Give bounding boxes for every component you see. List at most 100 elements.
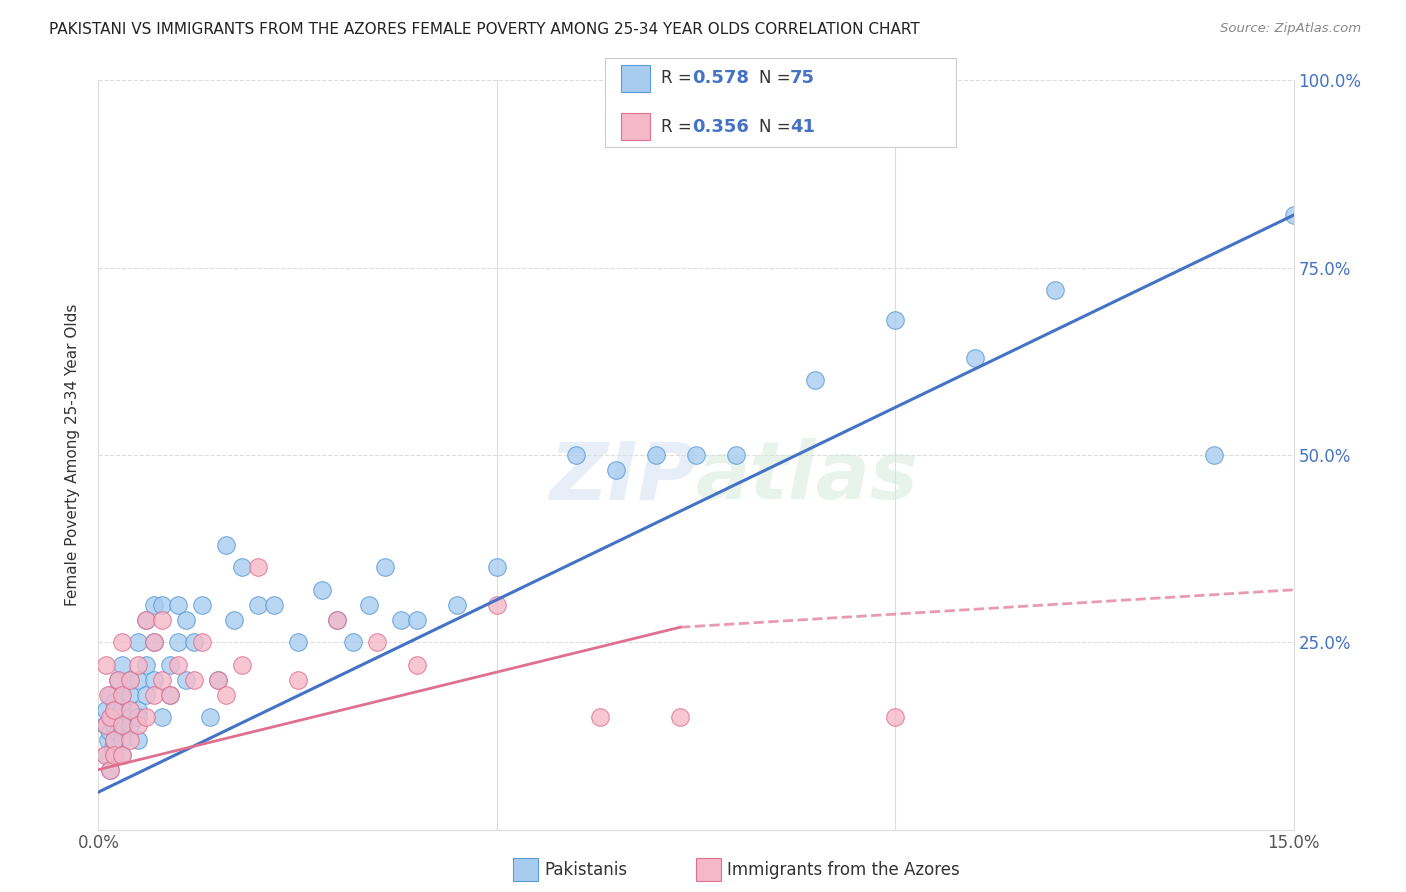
Point xyxy=(183,635,205,649)
Point xyxy=(111,703,134,717)
Point xyxy=(97,688,120,702)
Text: 75: 75 xyxy=(790,70,815,87)
Point xyxy=(167,657,190,672)
Point xyxy=(150,613,173,627)
Point xyxy=(103,747,125,762)
Point xyxy=(127,717,149,731)
Text: N =: N = xyxy=(759,118,796,136)
Point xyxy=(111,688,134,702)
Y-axis label: Female Poverty Among 25-34 Year Olds: Female Poverty Among 25-34 Year Olds xyxy=(65,304,80,606)
Point xyxy=(143,635,166,649)
Point xyxy=(884,313,907,327)
Point xyxy=(246,560,269,574)
Point xyxy=(127,703,149,717)
Point xyxy=(191,635,214,649)
Point xyxy=(98,725,122,739)
Point xyxy=(669,710,692,724)
Point xyxy=(605,463,627,477)
Point xyxy=(103,732,125,747)
Point xyxy=(143,598,166,612)
Point xyxy=(98,763,122,777)
Point xyxy=(150,673,173,687)
Point xyxy=(159,688,181,702)
Point xyxy=(104,703,127,717)
Point xyxy=(326,613,349,627)
Point xyxy=(120,673,142,687)
Point xyxy=(111,747,134,762)
Point xyxy=(231,560,253,574)
Point xyxy=(174,673,197,687)
Point xyxy=(150,598,173,612)
Text: ZIP: ZIP xyxy=(548,438,696,516)
Point xyxy=(96,747,118,762)
Point xyxy=(446,598,468,612)
Point xyxy=(645,448,668,462)
Point xyxy=(143,688,166,702)
Point xyxy=(96,657,118,672)
Point xyxy=(167,598,190,612)
Point xyxy=(406,613,429,627)
Point xyxy=(107,673,129,687)
Text: atlas: atlas xyxy=(696,438,918,516)
Point xyxy=(101,740,124,755)
Point xyxy=(98,688,121,702)
Point xyxy=(111,688,134,702)
Point xyxy=(150,710,173,724)
Point xyxy=(120,732,142,747)
Point xyxy=(127,710,149,724)
Point xyxy=(1202,448,1225,462)
Text: 0.578: 0.578 xyxy=(692,70,749,87)
Point xyxy=(103,747,125,762)
Point xyxy=(389,613,412,627)
Point xyxy=(97,732,120,747)
Point xyxy=(215,688,238,702)
Point xyxy=(135,657,157,672)
Point xyxy=(326,613,349,627)
Point xyxy=(1043,283,1066,297)
Point xyxy=(120,703,142,717)
Point xyxy=(120,717,142,731)
Text: N =: N = xyxy=(759,70,796,87)
Point xyxy=(198,710,221,724)
Text: 0.356: 0.356 xyxy=(692,118,748,136)
Point xyxy=(143,673,166,687)
Point xyxy=(685,448,707,462)
Point xyxy=(207,673,229,687)
Point xyxy=(359,598,381,612)
Point xyxy=(963,351,986,365)
Text: R =: R = xyxy=(661,70,697,87)
Point xyxy=(135,613,157,627)
Point xyxy=(565,448,588,462)
Point xyxy=(374,560,396,574)
Point xyxy=(167,635,190,649)
Point xyxy=(111,747,134,762)
Point xyxy=(111,717,134,731)
Point xyxy=(111,732,134,747)
Point xyxy=(143,635,166,649)
Point xyxy=(127,673,149,687)
Point xyxy=(98,763,122,777)
Point xyxy=(103,695,125,709)
Point xyxy=(94,747,117,762)
Point xyxy=(107,673,129,687)
Point xyxy=(342,635,364,649)
Point xyxy=(1282,208,1305,222)
Point xyxy=(94,717,117,731)
Point xyxy=(884,710,907,724)
Point xyxy=(804,373,827,387)
Point xyxy=(135,613,157,627)
Text: R =: R = xyxy=(661,118,697,136)
Point xyxy=(231,657,253,672)
Point xyxy=(589,710,612,724)
Point xyxy=(215,538,238,552)
Point xyxy=(103,717,125,731)
Point xyxy=(135,710,157,724)
Point xyxy=(120,688,142,702)
Point xyxy=(183,673,205,687)
Point xyxy=(174,613,197,627)
Point xyxy=(103,703,125,717)
Point xyxy=(485,598,508,612)
Point xyxy=(366,635,388,649)
Point xyxy=(111,717,134,731)
Point xyxy=(263,598,285,612)
